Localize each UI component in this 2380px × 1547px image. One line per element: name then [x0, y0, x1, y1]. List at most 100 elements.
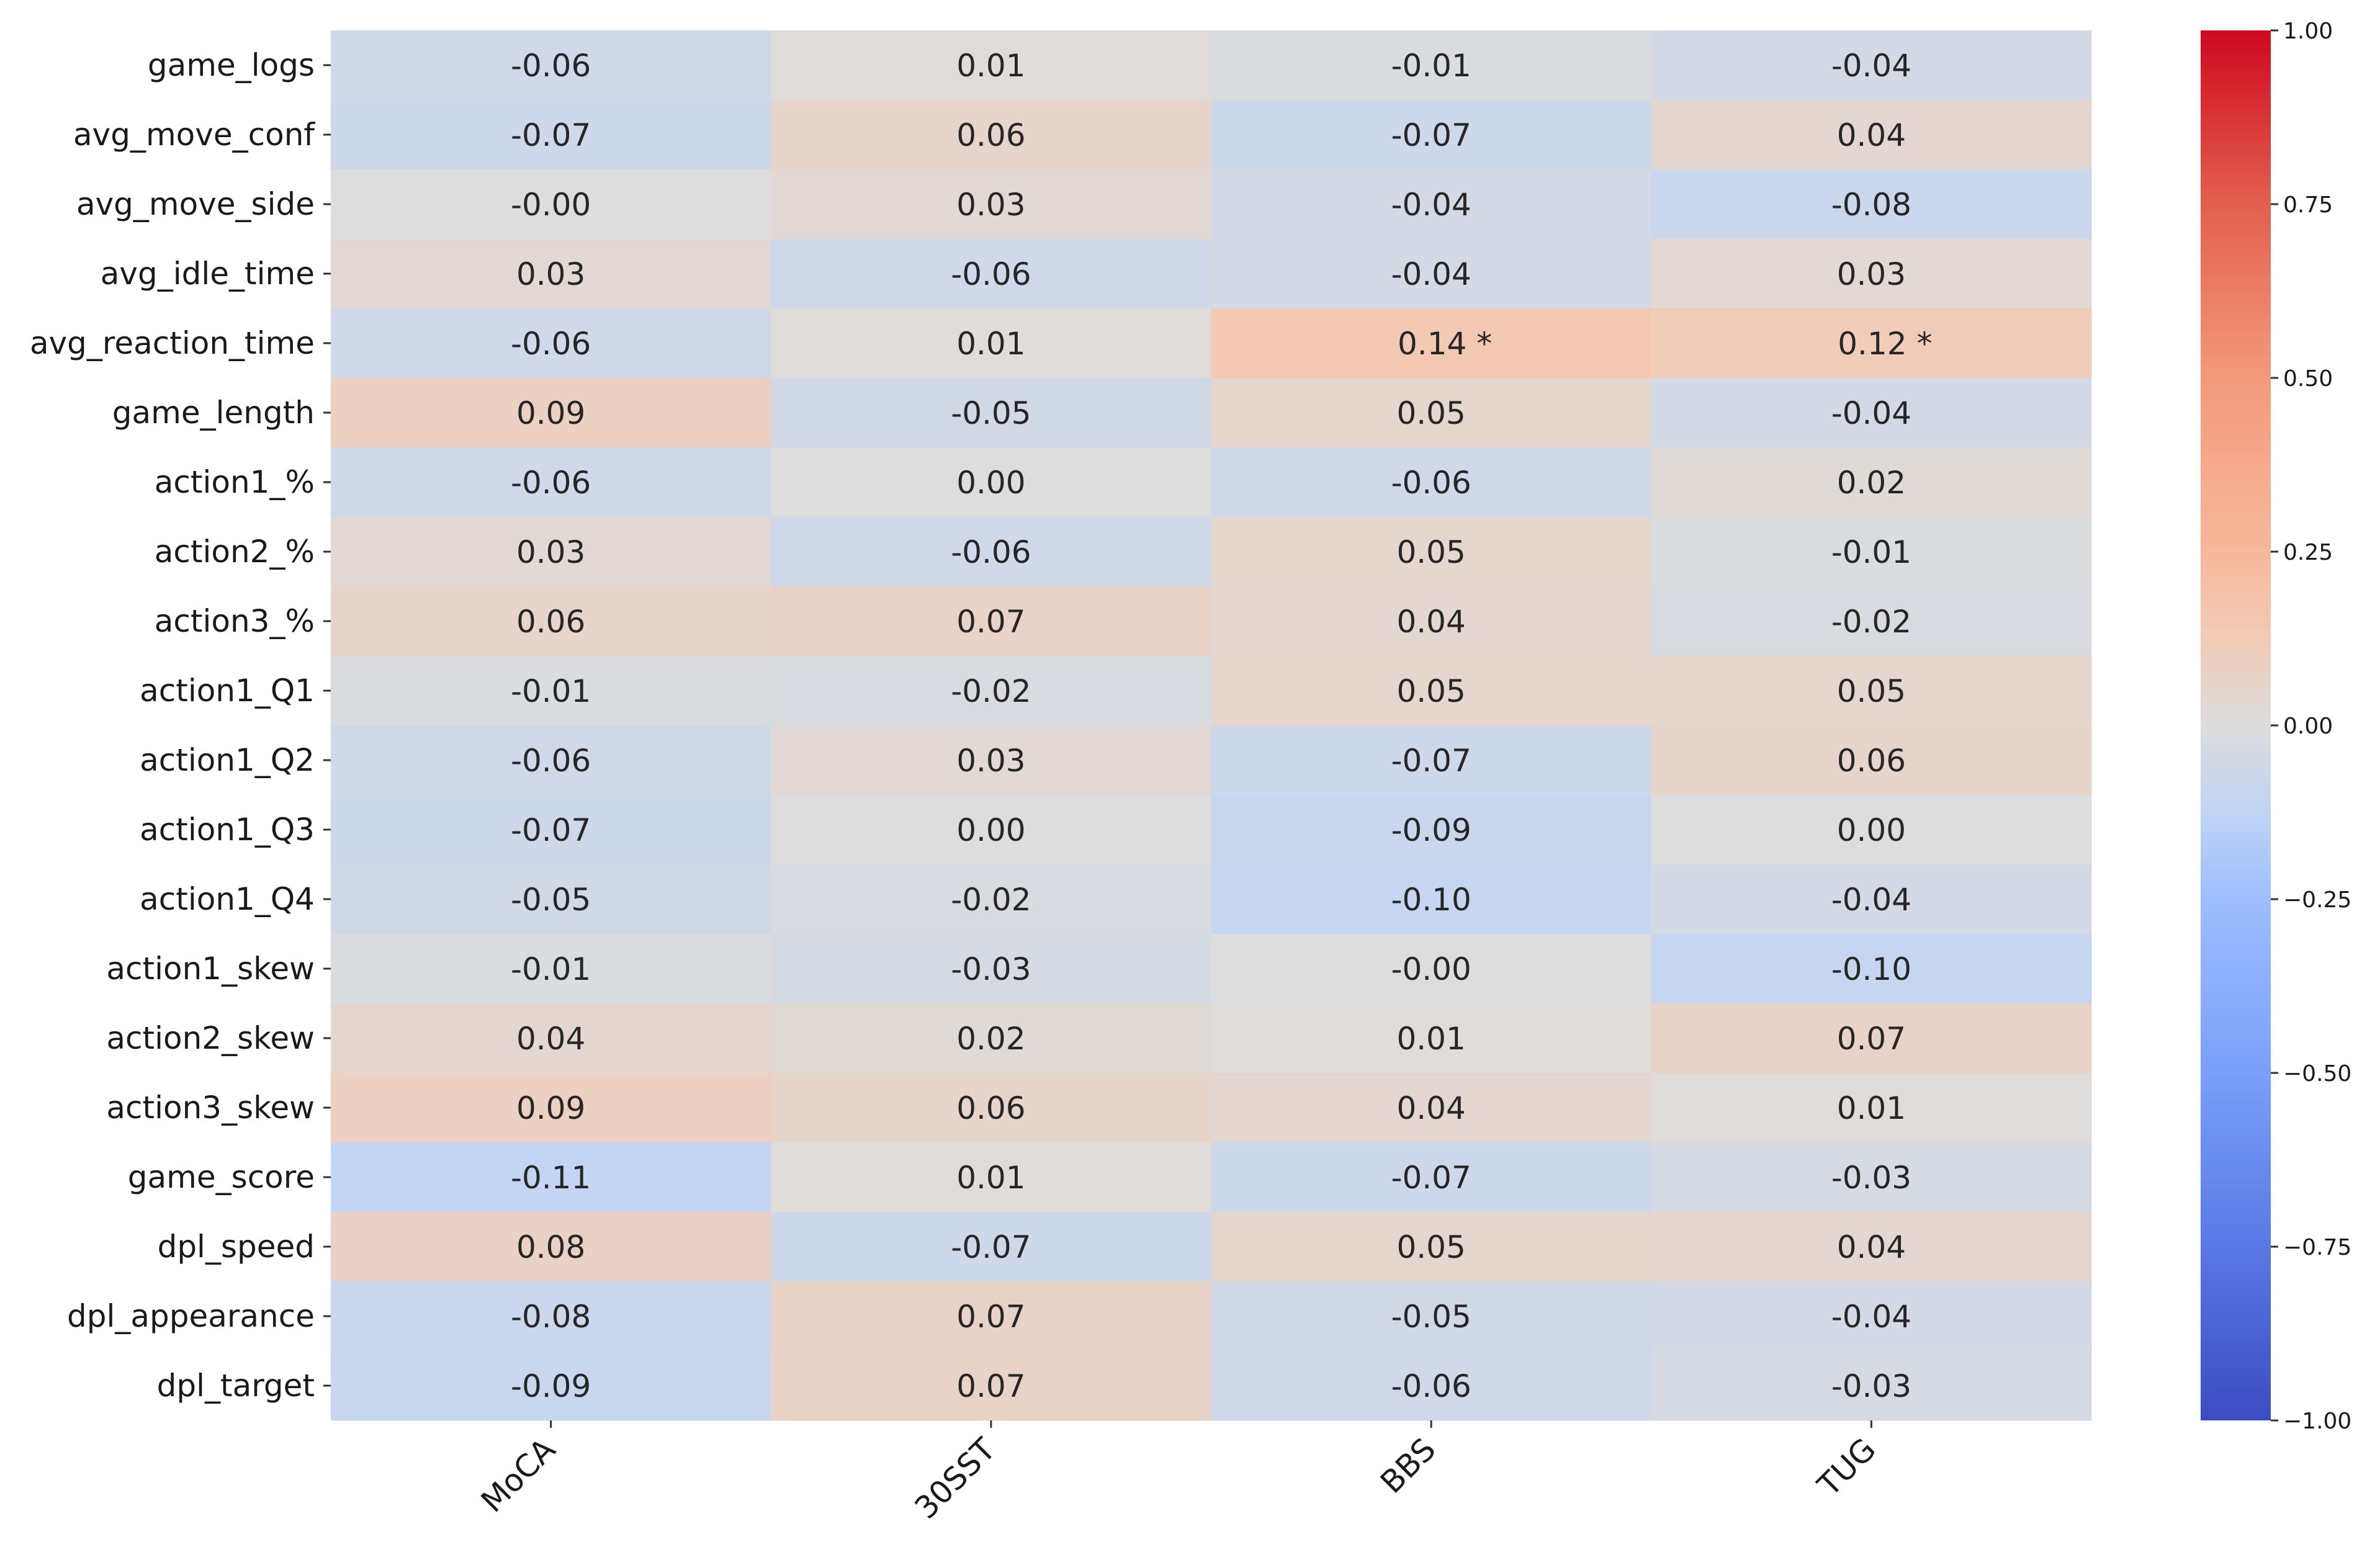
heatmap-cell: [1651, 169, 2092, 240]
heatmap-cell: [1651, 586, 2092, 657]
heatmap-cell: [1651, 1351, 2092, 1421]
heatmap-cell: [331, 586, 771, 657]
x-tick-label: TUG: [1810, 1431, 1883, 1504]
cell-label: 0.02: [956, 1021, 1025, 1057]
heatmap-cell: [331, 1073, 771, 1143]
y-tick-label: avg_idle_time: [101, 256, 315, 292]
heatmap-cell: [771, 725, 1211, 796]
cell-label: -0.06: [511, 743, 591, 779]
cell-label: -0.04: [1391, 187, 1471, 223]
heatmap-cell: [331, 656, 771, 726]
heatmap-cell: [331, 934, 771, 1004]
cell-label: 0.06: [516, 604, 585, 640]
heatmap-cell: [1211, 517, 1652, 587]
cell-label: 0.01: [1396, 1021, 1465, 1057]
heatmap-cell: [771, 795, 1211, 865]
cell-label: -0.09: [1391, 812, 1471, 848]
heatmap-cell: [331, 864, 771, 935]
cell-label: -0.07: [1391, 117, 1471, 153]
heatmap-cell: [1211, 100, 1652, 170]
cell-label: -0.06: [511, 326, 591, 362]
heatmap-cell: [771, 1212, 1211, 1282]
cell-label: 0.03: [516, 256, 585, 292]
heatmap-cell: [1651, 30, 2092, 101]
y-tick-label: action3_%: [155, 603, 315, 639]
heatmap-cell: [1651, 725, 2092, 796]
heatmap-cell: [1211, 447, 1652, 518]
cell-label: 0.01: [1837, 1090, 1906, 1126]
colorbar-tick-label: −1.00: [2283, 1409, 2351, 1434]
cell-label: 0.04: [1396, 604, 1465, 640]
y-tick-label: avg_move_conf: [73, 117, 315, 153]
cell-label: 0.14 *: [1398, 326, 1492, 362]
cell-label: -0.05: [1391, 1299, 1471, 1335]
colorbar: 1.00 0.75 0.50 0.25 0.00 −0.25 −0.50 −0.75 −1.00: [2201, 19, 2351, 1434]
colorbar-tick-label: −0.50: [2283, 1061, 2351, 1087]
cell-label: -0.03: [951, 951, 1031, 987]
cell-label: -0.05: [511, 882, 591, 918]
heatmap-cell: [771, 378, 1211, 448]
row-labels: game_logs avg_move_conf avg_move_side avg_i…: [30, 47, 331, 1404]
colorbar-tick-label: 0.50: [2283, 366, 2333, 392]
cell-label: -0.06: [1391, 465, 1471, 501]
cell-label: -0.01: [1391, 48, 1471, 84]
cell-label: 0.05: [1396, 395, 1465, 431]
cell-label: 0.07: [956, 1368, 1025, 1404]
cell-label: -0.01: [511, 673, 591, 709]
cell-label: -0.02: [951, 673, 1031, 709]
cell-label: -0.02: [951, 882, 1031, 918]
cell-label: -0.08: [511, 1299, 591, 1335]
heatmap-cell: [1651, 239, 2092, 309]
cell-label: 0.01: [956, 326, 1025, 362]
heatmap-cell: [1211, 725, 1652, 796]
y-tick-label: avg_move_side: [76, 186, 315, 222]
heatmap-cell: [331, 447, 771, 518]
cell-label: -0.04: [1831, 395, 1911, 431]
cell-label: 0.02: [1837, 465, 1906, 501]
cell-label: 0.09: [516, 1090, 585, 1126]
cell-label: 0.07: [1837, 1021, 1906, 1057]
cell-label: 0.06: [956, 117, 1025, 153]
heatmap-cell: [1211, 169, 1652, 240]
heatmap-cell: [1651, 864, 2092, 935]
heatmap-cell: [771, 1281, 1211, 1352]
heatmap-cell: [771, 1003, 1211, 1074]
cell-label: -0.00: [511, 187, 591, 223]
cell-label: 0.05: [1837, 673, 1906, 709]
heatmap-cell: [1651, 1073, 2092, 1143]
cell-label: 0.05: [1396, 673, 1465, 709]
cell-label: -0.06: [951, 534, 1031, 570]
heatmap-cell: [771, 586, 1211, 657]
cell-label: 0.00: [956, 465, 1025, 501]
cell-label: 0.01: [956, 1160, 1025, 1196]
cell-label: -0.08: [1831, 187, 1911, 223]
cell-label: 0.06: [1837, 743, 1906, 779]
cell-label: -0.06: [1391, 1368, 1471, 1404]
heatmap-cell: [331, 1142, 771, 1213]
heatmap-cell: [1651, 447, 2092, 518]
y-tick-label: action3_skew: [106, 1090, 315, 1126]
heatmap-cell: [1211, 239, 1652, 309]
heatmap-cell: [331, 1003, 771, 1074]
cell-label: -0.00: [1391, 951, 1471, 987]
heatmap-cell: [1651, 656, 2092, 726]
heatmap-cell: [1651, 100, 2092, 170]
cell-label: 0.03: [1837, 256, 1906, 292]
heatmap-cell: [1211, 1212, 1652, 1282]
cell-label: 0.07: [956, 604, 1025, 640]
heatmap-cell: [771, 308, 1211, 379]
heatmap-cell: [331, 795, 771, 865]
colorbar-tick-label: 1.00: [2283, 19, 2333, 44]
heatmap-cell: [1651, 1281, 2092, 1352]
cell-label: -0.11: [511, 1160, 591, 1196]
heatmap-cell: [771, 447, 1211, 518]
heatmap-cell: [771, 934, 1211, 1004]
cell-label: 0.03: [956, 743, 1025, 779]
colorbar-tick-label: 0.25: [2283, 540, 2333, 565]
heatmap-cell: [1211, 1073, 1652, 1143]
y-tick-label: dpl_target: [157, 1368, 315, 1404]
heatmap-cell: [1651, 1212, 2092, 1282]
cell-label: -0.07: [1391, 743, 1471, 779]
heatmap-cell: [331, 725, 771, 796]
heatmap-cell: [771, 30, 1211, 101]
